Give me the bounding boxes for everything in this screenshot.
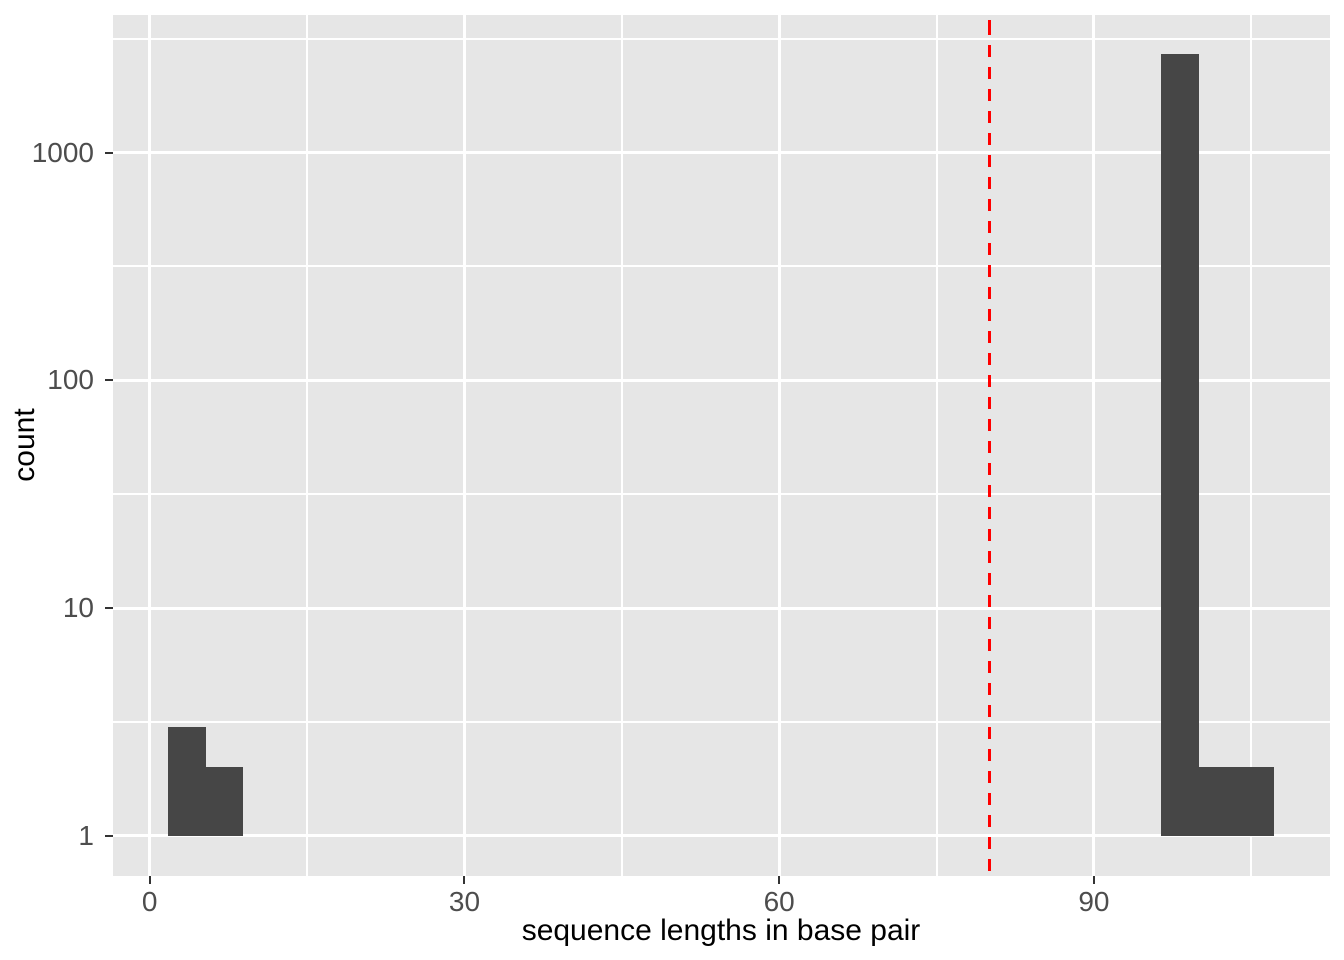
- y-tick-label: 10: [62, 592, 94, 624]
- x-minor-gridline: [306, 15, 309, 876]
- y-major-gridline: [113, 834, 1330, 838]
- y-tick-label: 100: [47, 364, 94, 396]
- x-minor-gridline: [1250, 15, 1253, 876]
- y-axis-title: count: [8, 408, 41, 482]
- x-tick-mark: [1092, 876, 1095, 884]
- x-tick-label: 90: [1078, 886, 1110, 917]
- y-tick-label: 1000: [31, 136, 94, 168]
- x-major-gridline: [148, 15, 152, 876]
- y-minor-gridline: [113, 37, 1330, 40]
- y-tick-mark: [105, 834, 113, 837]
- x-tick-label: 30: [448, 886, 481, 917]
- x-tick-label: 60: [763, 886, 795, 917]
- y-tick-label: 1: [78, 819, 94, 851]
- plot-panel: [113, 15, 1330, 876]
- x-tick-label: 0: [141, 886, 158, 917]
- x-major-gridline: [1092, 15, 1096, 876]
- y-minor-gridline: [113, 265, 1330, 268]
- x-major-gridline: [462, 15, 466, 876]
- threshold-vline: [987, 15, 991, 876]
- histogram-bar: [205, 767, 244, 836]
- y-tick-mark: [105, 379, 113, 382]
- y-tick-mark: [105, 607, 113, 610]
- histogram-bar: [1236, 767, 1274, 836]
- histogram-bar: [1198, 767, 1237, 836]
- y-major-gridline: [113, 378, 1330, 382]
- y-tick-mark: [105, 151, 113, 154]
- histogram-bar: [168, 727, 206, 836]
- x-axis-title: sequence lengths in base pair: [521, 914, 921, 947]
- y-minor-gridline: [113, 493, 1330, 496]
- y-major-gridline: [113, 151, 1330, 155]
- x-minor-gridline: [935, 15, 938, 876]
- x-tick-mark: [463, 876, 466, 884]
- x-major-gridline: [777, 15, 781, 876]
- x-minor-gridline: [620, 15, 623, 876]
- x-tick-mark: [148, 876, 151, 884]
- x-tick-mark: [778, 876, 781, 884]
- histogram-bar: [1161, 54, 1199, 836]
- y-major-gridline: [113, 606, 1330, 610]
- y-minor-gridline: [113, 721, 1330, 724]
